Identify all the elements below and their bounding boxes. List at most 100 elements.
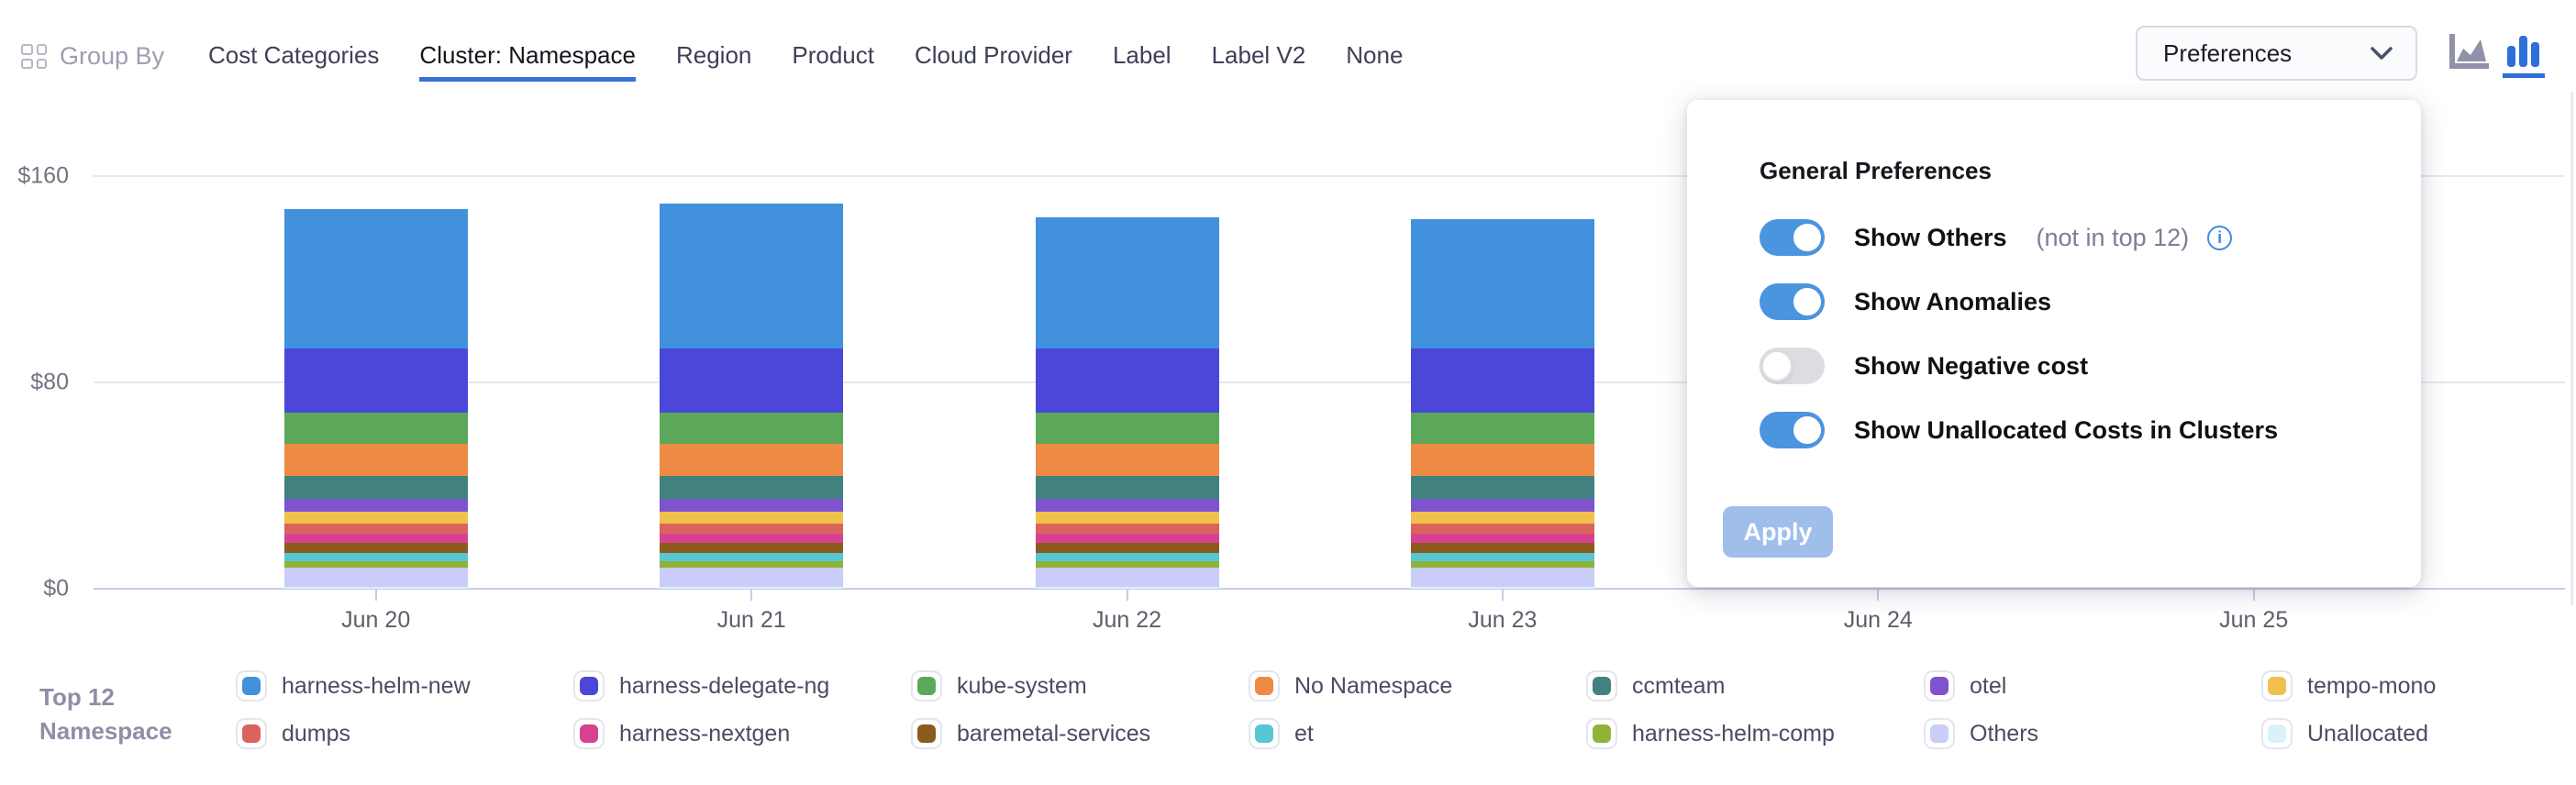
bar-segment-no-namespace[interactable] <box>1035 443 1219 476</box>
gridline-80 <box>94 381 2565 384</box>
bar-segment-dumps[interactable] <box>283 523 468 535</box>
bar-segment-et[interactable] <box>1035 553 1219 561</box>
bar-segment-tempo-mono[interactable] <box>1410 512 1594 524</box>
legend-item-kube-system[interactable]: kube-system <box>911 670 1249 702</box>
legend-item-unallocated[interactable]: Unallocated <box>2261 718 2576 749</box>
bar-segment-harness-nextgen[interactable] <box>1410 534 1594 543</box>
bar-segment-et[interactable] <box>283 553 468 561</box>
legend-item-others[interactable]: Others <box>1924 718 2261 749</box>
tab-none[interactable]: None <box>1346 41 1404 69</box>
bar-segment-kube-system[interactable] <box>1410 413 1594 444</box>
tab-label[interactable]: Label <box>1112 41 1171 69</box>
tab-label-v2[interactable]: Label V2 <box>1211 41 1306 69</box>
chevron-down-icon <box>2371 47 2393 60</box>
bar-segment-otel[interactable] <box>283 499 468 513</box>
tab-cloud-provider[interactable]: Cloud Provider <box>914 41 1072 69</box>
info-icon[interactable]: i <box>2207 225 2233 250</box>
bar-segment-others[interactable] <box>283 567 468 587</box>
bar-segment-harness-helm-new[interactable] <box>1410 219 1594 348</box>
legend-item-ccmteam[interactable]: ccmteam <box>1586 670 1924 702</box>
legend-item-harness-helm-comp[interactable]: harness-helm-comp <box>1586 718 1924 749</box>
bar-segment-no-namespace[interactable] <box>660 443 844 476</box>
legend-title-line1: Top 12 <box>39 683 115 711</box>
chart-legend: harness-helm-new dumps harness-delegate-ng… <box>236 662 2576 757</box>
legend-item-et[interactable]: et <box>1249 718 1586 749</box>
bar-segment-harness-helm-comp[interactable] <box>1035 560 1219 568</box>
bar-segment-harness-nextgen[interactable] <box>1035 534 1219 543</box>
tab-cost-categories[interactable]: Cost Categories <box>208 41 380 69</box>
bar-segment-ccmteam[interactable] <box>283 475 468 500</box>
tab-product[interactable]: Product <box>792 41 874 69</box>
legend-item-harness-delegate-ng[interactable]: harness-delegate-ng <box>573 670 911 702</box>
legend-item-otel[interactable]: otel <box>1924 670 2261 702</box>
bar-segment-baremetal-services[interactable] <box>1410 542 1594 554</box>
bar-segment-unallocated[interactable] <box>1035 586 1219 589</box>
toggle-show-anomalies[interactable] <box>1760 283 1825 320</box>
bar-segment-harness-helm-comp[interactable] <box>660 560 844 568</box>
scrollbar[interactable] <box>2570 92 2573 605</box>
bar-segment-otel[interactable] <box>1410 499 1594 513</box>
bar-segment-dumps[interactable] <box>1410 523 1594 535</box>
legend-item-tempo-mono[interactable]: tempo-mono <box>2261 670 2576 702</box>
group-by-label: Group By <box>60 42 165 70</box>
legend-item-harness-nextgen[interactable]: harness-nextgen <box>573 718 911 749</box>
tab-cluster-namespace[interactable]: Cluster: Namespace <box>419 42 636 82</box>
legend-item-harness-helm-new[interactable]: harness-helm-new <box>236 670 573 702</box>
area-chart-icon[interactable] <box>2448 31 2490 73</box>
bar-segment-no-namespace[interactable] <box>283 443 468 476</box>
bar-segment-et[interactable] <box>1410 553 1594 561</box>
bar-segment-unallocated[interactable] <box>283 586 468 589</box>
bar-segment-harness-nextgen[interactable] <box>660 534 844 543</box>
bar-segment-others[interactable] <box>1410 567 1594 587</box>
preference-label-show-anomalies: Show Anomalies <box>1854 287 2052 315</box>
bar-segment-unallocated[interactable] <box>1410 586 1594 589</box>
apply-button[interactable]: Apply <box>1723 506 1833 558</box>
bar-segment-tempo-mono[interactable] <box>1035 512 1219 524</box>
bar-segment-harness-helm-new[interactable] <box>1035 216 1219 348</box>
bar-segment-harness-helm-new[interactable] <box>660 204 844 348</box>
legend-item-no-namespace[interactable]: No Namespace <box>1249 670 1586 702</box>
bar-segment-others[interactable] <box>1035 567 1219 587</box>
bar-segment-otel[interactable] <box>660 499 844 513</box>
bar-segment-harness-delegate-ng[interactable] <box>1035 348 1219 414</box>
bar-segment-harness-helm-comp[interactable] <box>283 560 468 568</box>
x-tick-jun-23 <box>1501 589 1504 601</box>
bar-segment-et[interactable] <box>660 553 844 561</box>
toggle-show-negative-cost[interactable] <box>1760 348 1825 384</box>
bar-segment-harness-helm-comp[interactable] <box>1410 560 1594 568</box>
bar-segment-harness-delegate-ng[interactable] <box>660 348 844 414</box>
bar-segment-harness-delegate-ng[interactable] <box>283 348 468 414</box>
legend-swatch-harness-helm-comp <box>1586 718 1617 749</box>
toggle-show-unallocated-costs-in-clusters[interactable] <box>1760 412 1825 448</box>
tab-region[interactable]: Region <box>675 41 752 69</box>
bar-segment-harness-helm-new[interactable] <box>283 209 468 348</box>
preferences-dropdown-button[interactable]: Preferences <box>2136 26 2417 81</box>
preference-suffix: (not in top 12) <box>2036 223 2190 251</box>
legend-item-dumps[interactable]: dumps <box>236 718 573 749</box>
legend-label-dumps: dumps <box>282 720 351 746</box>
bar-segment-baremetal-services[interactable] <box>660 542 844 554</box>
bar-segment-ccmteam[interactable] <box>660 475 844 500</box>
bar-segment-kube-system[interactable] <box>1035 413 1219 444</box>
x-tick-jun-22 <box>1126 589 1128 601</box>
bar-segment-dumps[interactable] <box>660 523 844 535</box>
legend-item-baremetal-services[interactable]: baremetal-services <box>911 718 1249 749</box>
bar-segment-kube-system[interactable] <box>660 413 844 444</box>
bar-segment-ccmteam[interactable] <box>1410 475 1594 500</box>
bar-segment-baremetal-services[interactable] <box>283 542 468 554</box>
bar-segment-unallocated[interactable] <box>660 586 844 589</box>
bar-segment-tempo-mono[interactable] <box>660 512 844 524</box>
bar-segment-baremetal-services[interactable] <box>1035 542 1219 554</box>
bar-segment-no-namespace[interactable] <box>1410 443 1594 476</box>
bar-segment-others[interactable] <box>660 567 844 587</box>
bar-segment-ccmteam[interactable] <box>1035 475 1219 500</box>
bar-segment-dumps[interactable] <box>1035 523 1219 535</box>
preference-row-show-anomalies: Show Anomalies <box>1760 282 2051 322</box>
bar-chart-icon[interactable] <box>2503 31 2545 78</box>
toggle-show-others[interactable] <box>1760 219 1825 256</box>
bar-segment-otel[interactable] <box>1035 499 1219 513</box>
bar-segment-kube-system[interactable] <box>283 413 468 444</box>
bar-segment-harness-delegate-ng[interactable] <box>1410 348 1594 414</box>
bar-segment-harness-nextgen[interactable] <box>283 534 468 543</box>
bar-segment-tempo-mono[interactable] <box>283 512 468 524</box>
